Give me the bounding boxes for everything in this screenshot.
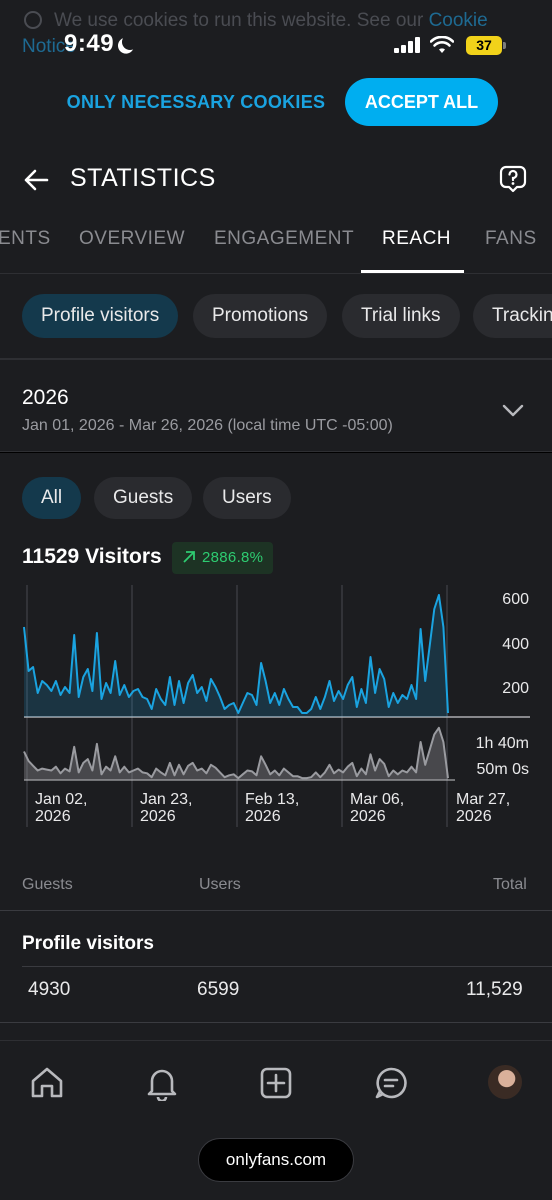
column-header-users: Users [199, 876, 241, 893]
cell-users: 6599 [197, 979, 240, 1000]
x-tick-label: 2026 [350, 808, 386, 825]
column-header-guests: Guests [22, 876, 73, 893]
page-title: STATISTICS [70, 164, 216, 192]
time-series-area [24, 727, 448, 780]
y-tick-label: 1h 40m [476, 735, 529, 752]
stats-table: Guests Users Total Profile visitors 4930… [0, 850, 552, 1040]
divider [0, 358, 552, 360]
x-tick-label: Feb 13, [245, 791, 299, 808]
chip-promotions[interactable]: Promotions [193, 294, 328, 338]
y-tick-label: 200 [502, 680, 529, 697]
cookie-banner: We use cookies to run this website. See … [0, 0, 552, 142]
profile-avatar[interactable] [488, 1065, 522, 1099]
chip-trial-links[interactable]: Trial links [342, 294, 460, 338]
x-tick-label: 2026 [456, 808, 492, 825]
bottom-nav: onlyfans.com [0, 1040, 552, 1200]
row-title: Profile visitors [22, 933, 154, 954]
cookie-message: We use cookies to run this website. See … [54, 10, 429, 31]
trend-up-icon [183, 551, 195, 563]
reach-category-chips: Profile visitors Promotions Trial links … [0, 274, 552, 360]
column-header-total: Total [493, 876, 527, 893]
tab-fans[interactable]: FANS [485, 228, 537, 249]
filter-users[interactable]: Users [203, 477, 291, 519]
add-post-icon[interactable] [258, 1065, 294, 1101]
cell-total: 11,529 [466, 979, 523, 1000]
chevron-down-icon[interactable] [502, 404, 524, 418]
chip-tracking[interactable]: Tracking [473, 294, 552, 338]
chart-section: All Guests Users 11529 Visitors 2886.8% … [0, 453, 552, 850]
only-necessary-cookies-button[interactable]: ONLY NECESSARY COOKIES [66, 92, 326, 112]
filter-all[interactable]: All [22, 477, 82, 519]
y-tick-label: 600 [502, 591, 529, 608]
x-tick-label: Mar 27, [456, 791, 510, 808]
help-icon[interactable] [498, 164, 528, 194]
filter-guests[interactable]: Guests [94, 477, 193, 519]
moon-icon [120, 32, 141, 53]
cookie-link[interactable]: Cookie [428, 10, 488, 31]
cell-guests: 4930 [28, 979, 71, 1000]
chip-profile-visitors[interactable]: Profile visitors [22, 294, 179, 338]
trend-badge: 2886.8% [172, 542, 274, 574]
url-bar[interactable]: onlyfans.com [198, 1138, 354, 1182]
tab-overview[interactable]: OVERVIEW [79, 228, 186, 249]
x-tick-label: 2026 [140, 808, 176, 825]
signal-icon [394, 37, 422, 53]
active-tab-indicator [361, 270, 464, 273]
accept-all-cookies-button[interactable]: ACCEPT ALL [345, 78, 498, 126]
divider [0, 1022, 552, 1023]
stats-tabs: ENTS OVERVIEW ENGAGEMENT REACH FANS [0, 218, 552, 274]
visitors-series-area [24, 595, 448, 717]
tab-events[interactable]: ENTS [0, 228, 51, 249]
back-arrow-icon[interactable] [22, 166, 50, 194]
x-tick-label: Mar 06, [350, 791, 404, 808]
cookie-icon [24, 11, 42, 29]
y-tick-label: 400 [502, 636, 529, 653]
page-header: STATISTICS [0, 142, 552, 218]
status-time: 9:49 [64, 30, 115, 57]
visitors-series-line [23, 594, 449, 714]
tab-engagement[interactable]: ENGAGEMENT [214, 228, 355, 249]
notifications-bell-icon[interactable] [144, 1065, 180, 1101]
divider [22, 966, 552, 967]
visitors-total: 11529 Visitors [22, 545, 162, 568]
y-tick-label: 50m 0s [477, 761, 529, 778]
x-tick-label: 2026 [245, 808, 281, 825]
x-tick-label: Jan 23, [140, 791, 192, 808]
cookie-notice-link[interactable]: Notice [22, 36, 76, 57]
home-icon[interactable] [29, 1065, 65, 1101]
cookie-text: We use cookies to run this website. See … [24, 8, 488, 34]
time-series-line [23, 726, 449, 780]
tab-reach[interactable]: REACH [382, 228, 452, 249]
period-range: Jan 01, 2026 - Mar 26, 2026 (local time … [22, 417, 393, 434]
date-range-selector[interactable]: 2026 Jan 01, 2026 - Mar 26, 2026 (local … [0, 360, 552, 452]
trend-value: 2886.8% [202, 549, 264, 566]
battery-indicator: 37 [466, 36, 506, 55]
wifi-icon [430, 36, 454, 53]
divider [0, 910, 552, 911]
x-tick-label: Jan 02, [35, 791, 87, 808]
x-tick-label: 2026 [35, 808, 71, 825]
messages-icon[interactable] [373, 1065, 409, 1101]
period-year: 2026 [22, 386, 69, 409]
